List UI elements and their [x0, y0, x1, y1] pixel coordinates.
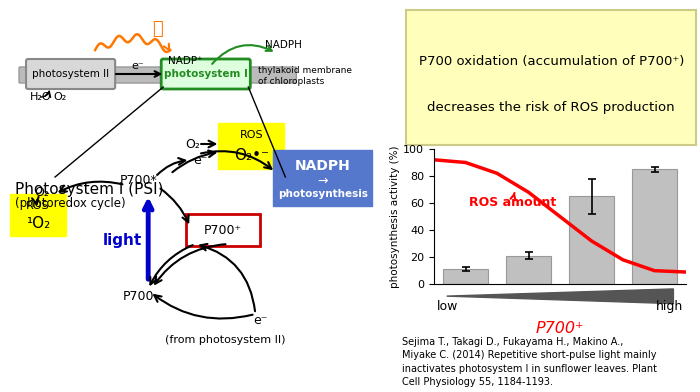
Text: P700⁺: P700⁺ [204, 223, 242, 236]
Text: 光: 光 [152, 20, 162, 38]
Text: NADPH: NADPH [295, 159, 351, 173]
Text: P700⁺: P700⁺ [536, 321, 584, 336]
Text: NADPH: NADPH [265, 40, 302, 50]
Y-axis label: photosynthesis activity (%): photosynthesis activity (%) [391, 145, 400, 288]
Text: photosystem I: photosystem I [164, 69, 248, 79]
Text: O₂: O₂ [34, 185, 50, 198]
Text: ROS: ROS [26, 201, 50, 211]
FancyBboxPatch shape [19, 67, 296, 83]
FancyBboxPatch shape [10, 194, 66, 236]
Text: (photoredox cycle): (photoredox cycle) [15, 197, 125, 210]
Text: O₂•⁻: O₂•⁻ [234, 147, 269, 163]
Bar [507, 256, 550, 284]
Text: e⁻: e⁻ [193, 154, 207, 167]
Text: e⁻: e⁻ [132, 61, 144, 71]
Text: NADP⁺: NADP⁺ [168, 56, 203, 66]
Text: ROS amount: ROS amount [469, 193, 556, 209]
Text: H₂O: H₂O [30, 92, 52, 102]
Text: Sejima T., Takagi D., Fukayama H., Makino A.,
Miyake C. (2014) Repetitive short-: Sejima T., Takagi D., Fukayama H., Makin… [402, 337, 657, 387]
Text: light: light [102, 232, 142, 247]
Text: P700: P700 [122, 290, 154, 303]
Polygon shape [447, 289, 673, 304]
Text: decreases the risk of ROS production: decreases the risk of ROS production [428, 101, 675, 114]
Bar [633, 169, 677, 284]
Bar [570, 196, 613, 284]
FancyBboxPatch shape [186, 214, 260, 246]
Text: thylakoid membrane
of chloroplasts: thylakoid membrane of chloroplasts [258, 65, 352, 86]
FancyBboxPatch shape [26, 59, 115, 89]
FancyBboxPatch shape [218, 123, 284, 169]
Text: high: high [656, 300, 683, 313]
Text: O₂: O₂ [185, 138, 200, 151]
Text: photosynthesis: photosynthesis [278, 189, 368, 199]
FancyBboxPatch shape [161, 59, 251, 89]
Text: (from photosystem II): (from photosystem II) [165, 335, 286, 345]
Text: P700 oxidation (accumulation of P700⁺): P700 oxidation (accumulation of P700⁺) [419, 55, 684, 68]
Text: Photosystem I (PSI): Photosystem I (PSI) [15, 182, 164, 197]
Text: photosystem II: photosystem II [32, 69, 109, 79]
Text: ROS: ROS [239, 130, 263, 140]
Bar [444, 269, 487, 284]
Text: low: low [437, 300, 459, 313]
Text: O₂: O₂ [53, 92, 66, 102]
Text: P700*: P700* [119, 174, 157, 187]
Text: e⁻: e⁻ [253, 314, 267, 327]
FancyBboxPatch shape [273, 150, 372, 206]
Text: →: → [318, 174, 328, 187]
Text: ¹O₂: ¹O₂ [26, 216, 50, 230]
